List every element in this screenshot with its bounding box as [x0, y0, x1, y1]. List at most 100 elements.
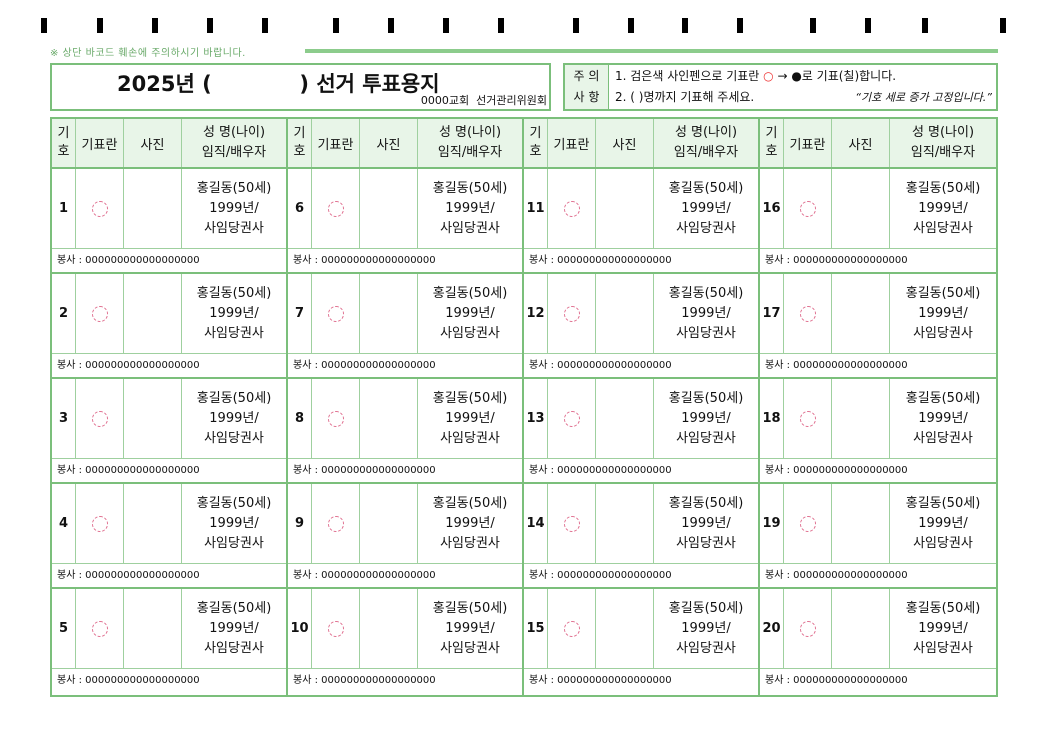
- candidate-info: 홍길동(50세) 1999년/ 사임당권사: [182, 484, 286, 563]
- vote-mark-cell[interactable]: [76, 379, 124, 458]
- candidate-service: 봉사 : 000000000000000000: [52, 459, 286, 484]
- candidate-name: 홍길동(50세): [905, 390, 981, 406]
- title-box: 2025년 ( ) 선거 투표용지 0000교회 선거관리위원회: [50, 63, 551, 111]
- vote-circle-icon[interactable]: [91, 410, 108, 427]
- candidate-number: 6: [288, 169, 312, 248]
- vote-circle-icon[interactable]: [91, 515, 108, 532]
- candidate-row: 9 홍길동(50세) 1999년/ 사임당권사: [288, 484, 522, 564]
- candidate-info: 홍길동(50세) 1999년/ 사임당권사: [418, 484, 522, 563]
- candidate-year: 1999년/: [209, 515, 259, 531]
- vote-mark-cell[interactable]: [312, 169, 360, 248]
- photo-cell: [832, 274, 890, 353]
- candidate-number: 1: [52, 169, 76, 248]
- vote-mark-cell[interactable]: [76, 169, 124, 248]
- barcode-mark: [1000, 18, 1006, 33]
- barcode-mark: [922, 18, 928, 33]
- vote-circle-icon[interactable]: [327, 305, 344, 322]
- vote-mark-cell[interactable]: [76, 484, 124, 563]
- vote-mark-cell[interactable]: [312, 589, 360, 668]
- vote-mark-cell[interactable]: [784, 169, 832, 248]
- photo-cell: [596, 274, 654, 353]
- candidate-name: 홍길동(50세): [196, 390, 272, 406]
- vote-mark-cell[interactable]: [784, 379, 832, 458]
- candidate-spouse: 사임당권사: [913, 535, 973, 551]
- vote-circle-icon[interactable]: [91, 620, 108, 637]
- vote-circle-icon[interactable]: [327, 515, 344, 532]
- candidate-number: 10: [288, 589, 312, 668]
- barcode-mark: [628, 18, 634, 33]
- vote-circle-icon[interactable]: [799, 305, 816, 322]
- candidate-year: 1999년/: [918, 515, 968, 531]
- table-header: 기호 기표란 사진 성 명(나이) 임직/배우자: [524, 119, 758, 169]
- header-name-line2: 임직/배우자: [910, 145, 976, 160]
- vote-circle-icon[interactable]: [327, 620, 344, 637]
- vote-mark-cell[interactable]: [548, 379, 596, 458]
- candidate-year: 1999년/: [681, 305, 731, 321]
- vote-mark-cell[interactable]: [76, 274, 124, 353]
- photo-cell: [124, 169, 182, 248]
- candidate-info: 홍길동(50세) 1999년/ 사임당권사: [654, 274, 758, 353]
- vote-mark-cell[interactable]: [548, 274, 596, 353]
- candidate-info: 홍길동(50세) 1999년/ 사임당권사: [890, 379, 996, 458]
- candidate-info: 홍길동(50세) 1999년/ 사임당권사: [654, 169, 758, 248]
- header-name-line2: 임직/배우자: [673, 145, 739, 160]
- vote-mark-cell[interactable]: [784, 589, 832, 668]
- vote-circle-icon[interactable]: [799, 410, 816, 427]
- vote-mark-cell[interactable]: [76, 589, 124, 668]
- vote-mark-cell[interactable]: [784, 484, 832, 563]
- candidate-name: 홍길동(50세): [905, 495, 981, 511]
- candidate-year: 1999년/: [209, 305, 259, 321]
- candidate-row: 17 홍길동(50세) 1999년/ 사임당권사: [760, 274, 996, 354]
- vote-mark-cell[interactable]: [312, 484, 360, 563]
- vote-circle-icon[interactable]: [563, 410, 580, 427]
- photo-cell: [596, 169, 654, 248]
- vote-mark-cell[interactable]: [784, 274, 832, 353]
- barcode-mark: [810, 18, 816, 33]
- vote-mark-cell[interactable]: [312, 379, 360, 458]
- header-name-line1: 성 명(나이): [438, 125, 502, 140]
- candidate-name: 홍길동(50세): [668, 600, 744, 616]
- candidate-column: 기호 기표란 사진 성 명(나이) 임직/배우자 6 홍길동(50세) 1999년…: [288, 119, 524, 695]
- candidate-service: 봉사 : 000000000000000000: [760, 354, 996, 379]
- barcode-mark: [97, 18, 103, 33]
- candidate-number: 12: [524, 274, 548, 353]
- candidate-spouse: 사임당권사: [440, 430, 500, 446]
- candidate-service: 봉사 : 000000000000000000: [288, 249, 522, 274]
- vote-circle-icon[interactable]: [799, 200, 816, 217]
- header-name: 성 명(나이) 임직/배우자: [654, 119, 758, 167]
- vote-circle-icon[interactable]: [563, 305, 580, 322]
- vote-mark-cell[interactable]: [548, 589, 596, 668]
- candidate-number: 15: [524, 589, 548, 668]
- candidate-service: 봉사 : 000000000000000000: [57, 675, 200, 686]
- vote-circle-icon[interactable]: [327, 410, 344, 427]
- candidate-name: 홍길동(50세): [668, 285, 744, 301]
- header-num: 기호: [52, 119, 76, 167]
- photo-cell: [124, 379, 182, 458]
- candidate-year: 1999년/: [918, 410, 968, 426]
- barcode-mark: [573, 18, 579, 33]
- candidate-info: 홍길동(50세) 1999년/ 사임당권사: [418, 589, 522, 668]
- candidate-spouse: 사임당권사: [440, 535, 500, 551]
- vote-circle-icon[interactable]: [327, 200, 344, 217]
- vote-mark-cell[interactable]: [548, 484, 596, 563]
- header-name-line1: 성 명(나이): [674, 125, 738, 140]
- candidate-spouse: 사임당권사: [676, 535, 736, 551]
- candidate-service: 봉사 : 000000000000000000: [760, 459, 996, 484]
- vote-circle-icon[interactable]: [91, 200, 108, 217]
- vote-circle-icon[interactable]: [563, 200, 580, 217]
- candidate-number: 20: [760, 589, 784, 668]
- photo-cell: [124, 484, 182, 563]
- candidate-info: 홍길동(50세) 1999년/ 사임당권사: [890, 484, 996, 563]
- candidate-info: 홍길동(50세) 1999년/ 사임당권사: [890, 169, 996, 248]
- header-name: 성 명(나이) 임직/배우자: [182, 119, 286, 167]
- vote-circle-icon[interactable]: [563, 620, 580, 637]
- vote-circle-icon[interactable]: [799, 620, 816, 637]
- vote-mark-cell[interactable]: [548, 169, 596, 248]
- vote-mark-cell[interactable]: [312, 274, 360, 353]
- photo-cell: [832, 169, 890, 248]
- candidate-info: 홍길동(50세) 1999년/ 사임당권사: [182, 169, 286, 248]
- candidate-year: 1999년/: [681, 620, 731, 636]
- vote-circle-icon[interactable]: [799, 515, 816, 532]
- vote-circle-icon[interactable]: [563, 515, 580, 532]
- vote-circle-icon[interactable]: [91, 305, 108, 322]
